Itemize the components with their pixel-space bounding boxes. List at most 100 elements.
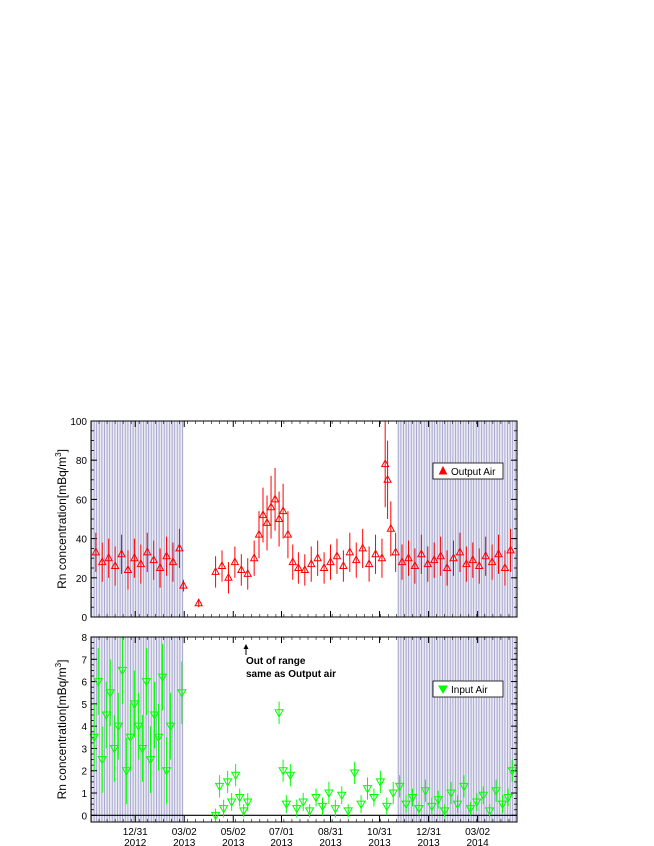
data-point [375,778,386,787]
data-point [311,793,321,803]
ytick-label: 20 [76,574,88,585]
data-point [383,474,392,483]
data-point [137,744,148,754]
data-point [326,557,335,566]
data-point [436,551,445,560]
data-point [306,559,316,568]
data-point [230,557,240,566]
data-point [262,517,272,526]
data-point [336,791,347,801]
annotation-line1: Out of range [246,656,306,667]
ytick-label: 100 [70,417,87,428]
data-point [113,722,124,732]
data-point [500,562,510,571]
data-point [162,551,171,560]
data-point [249,553,259,562]
data-point [471,798,482,807]
data-point [462,559,471,568]
data-point [414,805,424,814]
data-point [109,744,120,754]
ytick-label: 60 [76,495,88,506]
data-point [238,807,249,816]
data-point [298,798,309,807]
data-point [97,557,107,566]
data-point [149,555,159,564]
data-point [391,547,400,556]
data-point [110,560,120,570]
data-point [283,529,293,538]
data-point [484,807,495,816]
data-point [369,793,379,803]
data-point [91,547,101,556]
data-point [324,789,334,799]
ytick-label: 40 [76,535,88,546]
ytick-label: 3 [81,744,87,755]
xtick-label-year: 2013 [368,838,391,846]
data-point [494,549,503,558]
data-point [503,793,514,803]
data-point [429,555,439,564]
data-point [455,547,465,556]
data-point [165,722,176,732]
shaded-range-0 [91,637,184,822]
data-point [417,549,426,558]
data-point [339,560,348,570]
data-point [332,551,342,560]
legend-box [432,462,504,480]
data-point [234,793,245,803]
data-point [481,551,490,560]
shaded-range-0 [91,421,184,617]
data-point [397,557,407,566]
data-point [117,549,126,558]
ytick-label: 7 [81,655,87,666]
data-point [278,506,288,515]
data-point [226,798,237,807]
xtick-label: 12/31 [416,827,441,838]
xtick-label-year: 2012 [124,838,147,846]
y-axis-title-end: ] [55,449,69,452]
data-point [222,778,233,787]
data-point [386,523,396,532]
ytick-label: 8 [81,633,87,644]
data-point [230,771,241,781]
data-point [349,769,360,778]
data-point [117,666,128,676]
data-point [371,549,380,558]
data-point [394,782,405,792]
data-point [153,733,164,743]
legend-marker [438,465,448,475]
data-point [468,555,478,564]
xtick-label: 03/02 [172,827,197,838]
annotation-line2: same as Output air [246,669,336,680]
data-point [141,678,152,687]
data-point [420,787,431,796]
data-point [155,562,165,571]
data-point [358,543,368,552]
data-point [288,557,298,566]
data-point [364,559,374,568]
data-point [410,560,420,570]
data-point [377,553,387,562]
data-point [176,689,187,698]
data-point [149,711,160,721]
xtick-label-year: 2013 [173,838,196,846]
data-point [433,796,444,805]
data-point [218,805,229,814]
output-air-panel: 0 20 40 60 80 100 Rn concentration[mBq/m3] Outp… [54,417,518,624]
xtick-label: 03/02 [465,827,490,838]
data-point [487,557,497,566]
y-axis-title: Rn concentration[mBq/m3] [54,449,69,589]
data-point [175,543,184,552]
xtick-label-year: 2014 [466,838,489,846]
data-point [224,572,233,581]
xtick-label: 08/31 [318,827,343,838]
data-point [123,564,133,573]
ytick-label: 80 [76,456,88,467]
data-point [423,559,433,568]
data-point [291,805,302,814]
data-point [97,756,108,765]
xtick-label-year: 2013 [417,838,440,846]
ytick-label: 1 [81,789,87,800]
data-point [401,800,411,810]
